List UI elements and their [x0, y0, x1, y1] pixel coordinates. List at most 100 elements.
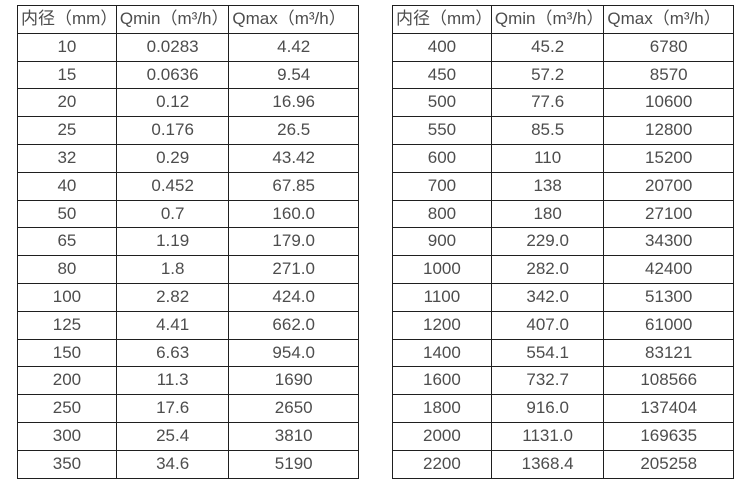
qmin-cell: 1368.4 [490, 449, 605, 479]
diameter-cell: 900 [392, 227, 492, 257]
qmax-cell: 179.0 [228, 227, 359, 257]
qmin-cell: 0.29 [115, 143, 230, 173]
table-row: 25 0.176 26.5 [17, 116, 359, 145]
qmax-cell: 954.0 [228, 338, 359, 368]
qmin-cell: 2.82 [115, 282, 230, 312]
diameter-cell: 20 [17, 88, 117, 118]
qmax-cell: 205258 [603, 449, 734, 479]
table-row: 800 180 27100 [392, 199, 734, 229]
qmin-cell: 4.41 [115, 310, 230, 340]
diameter-cell: 150 [17, 338, 117, 368]
qmin-cell: 407.0 [490, 310, 605, 340]
table-row: 1400 554.1 83121 [392, 338, 734, 368]
qmin-cell: 554.1 [490, 338, 605, 368]
qmax-cell: 3810 [228, 421, 359, 451]
table-row: 1000 282.0 42400 [392, 255, 734, 284]
qmax-cell: 43.42 [228, 143, 359, 173]
diameter-cell: 50 [17, 199, 117, 229]
qmin-cell: 0.452 [115, 171, 230, 201]
column-header-qmin: Qmin（m³/h） [115, 5, 230, 34]
diameter-cell: 80 [17, 255, 117, 284]
qmin-cell: 342.0 [490, 282, 605, 312]
qmin-cell: 0.0283 [115, 32, 230, 62]
qmax-cell: 8570 [603, 60, 734, 90]
table-row: 10 0.0283 4.42 [17, 32, 359, 62]
table-row: 15 0.0636 9.54 [17, 60, 359, 90]
table-row: 1100 342.0 51300 [392, 282, 734, 312]
table-row: 200 11.3 1690 [17, 366, 359, 396]
column-header-qmax: Qmax（m³/h） [603, 5, 734, 34]
table-row: 1600 732.7 108566 [392, 366, 734, 396]
diameter-cell: 15 [17, 60, 117, 90]
table-row: 900 229.0 34300 [392, 227, 734, 257]
qmax-cell: 83121 [603, 338, 734, 368]
table-row: 2200 1368.4 205258 [392, 449, 734, 479]
qmin-cell: 229.0 [490, 227, 605, 257]
flow-spec-table-left: 内径（mm） Qmin（m³/h） Qmax（m³/h） 10 0.0283 4.42 15… [17, 5, 359, 479]
qmin-cell: 0.7 [115, 199, 230, 229]
table-row: 100 2.82 424.0 [17, 282, 359, 312]
qmin-cell: 282.0 [490, 255, 605, 284]
qmax-cell: 160.0 [228, 199, 359, 229]
qmin-cell: 6.63 [115, 338, 230, 368]
diameter-cell: 1100 [392, 282, 492, 312]
qmax-cell: 34300 [603, 227, 734, 257]
diameter-cell: 10 [17, 32, 117, 62]
qmax-cell: 424.0 [228, 282, 359, 312]
qmax-cell: 9.54 [228, 60, 359, 90]
table-row: 500 77.6 10600 [392, 88, 734, 118]
qmin-cell: 732.7 [490, 366, 605, 396]
diameter-cell: 500 [392, 88, 492, 118]
qmin-cell: 1.8 [115, 255, 230, 284]
diameter-cell: 65 [17, 227, 117, 257]
qmin-cell: 916.0 [490, 394, 605, 423]
qmax-cell: 169635 [603, 421, 734, 451]
table-row: 50 0.7 160.0 [17, 199, 359, 229]
qmin-cell: 0.12 [115, 88, 230, 118]
table-row: 80 1.8 271.0 [17, 255, 359, 284]
qmax-cell: 10600 [603, 88, 734, 118]
qmax-cell: 61000 [603, 310, 734, 340]
qmin-cell: 85.5 [490, 116, 605, 145]
qmax-cell: 67.85 [228, 171, 359, 201]
diameter-cell: 2000 [392, 421, 492, 451]
qmax-cell: 137404 [603, 394, 734, 423]
qmin-cell: 180 [490, 199, 605, 229]
qmin-cell: 0.0636 [115, 60, 230, 90]
header-row: 内径（mm） Qmin（m³/h） Qmax（m³/h） [392, 5, 734, 34]
qmin-cell: 138 [490, 171, 605, 201]
diameter-cell: 350 [17, 449, 117, 479]
qmin-cell: 57.2 [490, 60, 605, 90]
diameter-cell: 100 [17, 282, 117, 312]
table-row: 65 1.19 179.0 [17, 227, 359, 257]
qmax-cell: 42400 [603, 255, 734, 284]
qmin-cell: 1.19 [115, 227, 230, 257]
diameter-cell: 1600 [392, 366, 492, 396]
diameter-cell: 32 [17, 143, 117, 173]
table-row: 400 45.2 6780 [392, 32, 734, 62]
diameter-cell: 400 [392, 32, 492, 62]
table-row: 20 0.12 16.96 [17, 88, 359, 118]
table-row: 125 4.41 662.0 [17, 310, 359, 340]
diameter-cell: 1200 [392, 310, 492, 340]
qmax-cell: 1690 [228, 366, 359, 396]
column-header-qmax: Qmax（m³/h） [228, 5, 359, 34]
table-row: 450 57.2 8570 [392, 60, 734, 90]
qmax-cell: 271.0 [228, 255, 359, 284]
column-header-diameter: 内径（mm） [17, 5, 117, 34]
qmin-cell: 11.3 [115, 366, 230, 396]
table-row: 32 0.29 43.42 [17, 143, 359, 173]
table-row: 350 34.6 5190 [17, 449, 359, 479]
qmax-cell: 20700 [603, 171, 734, 201]
table-row: 250 17.6 2650 [17, 394, 359, 423]
flow-spec-table-right: 内径（mm） Qmin（m³/h） Qmax（m³/h） 400 45.2 6780 450… [392, 5, 734, 479]
diameter-cell: 250 [17, 394, 117, 423]
table-row: 300 25.4 3810 [17, 421, 359, 451]
diameter-cell: 1000 [392, 255, 492, 284]
table-row: 1800 916.0 137404 [392, 394, 734, 423]
diameter-cell: 125 [17, 310, 117, 340]
diameter-cell: 550 [392, 116, 492, 145]
qmin-cell: 77.6 [490, 88, 605, 118]
diameter-cell: 200 [17, 366, 117, 396]
diameter-cell: 40 [17, 171, 117, 201]
